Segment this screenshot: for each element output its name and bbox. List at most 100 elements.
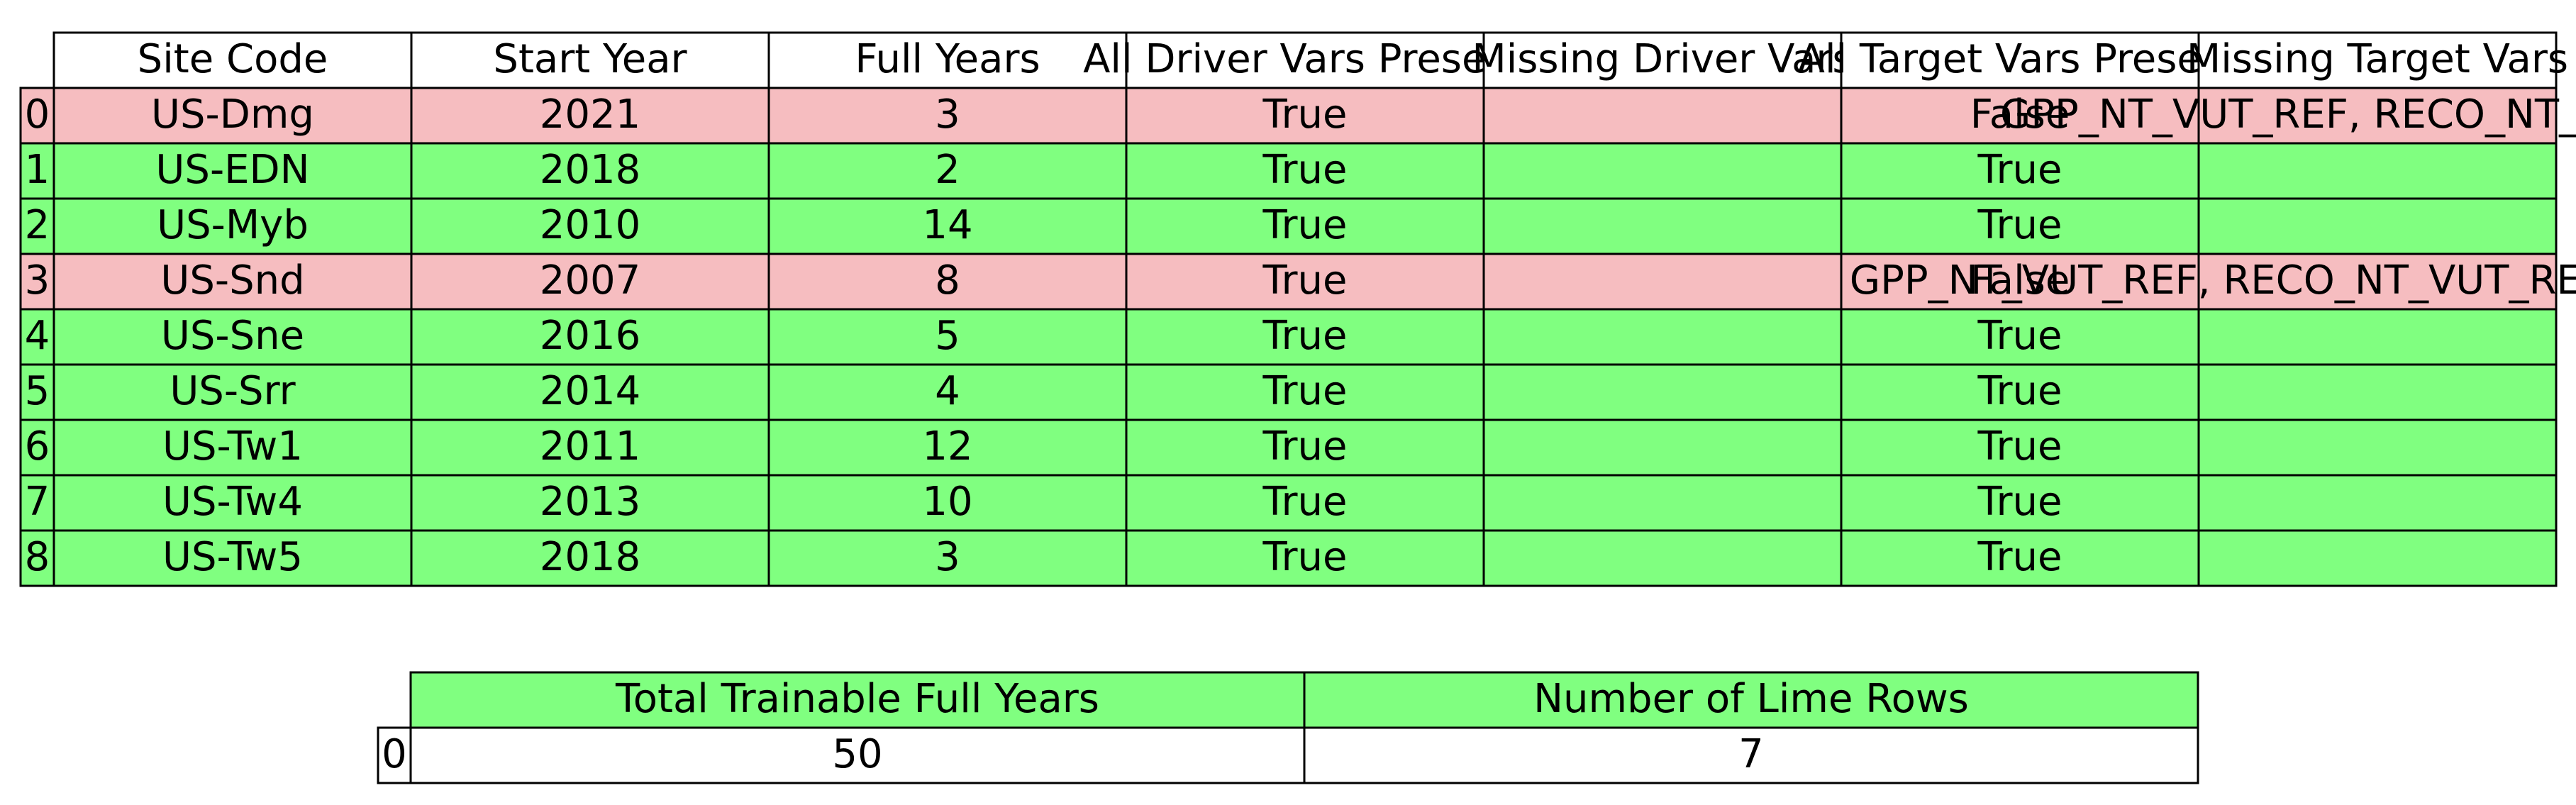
table-1-cell [1840, 142, 2200, 200]
table-1-cell [52, 474, 413, 532]
table-1-cell-value: US-Snd [160, 257, 304, 304]
table-1-cell-value: 2016 [540, 313, 641, 359]
table-1-cell-value: True [1977, 534, 2063, 580]
table-1-cell [52, 142, 413, 200]
table-1-cell [1482, 418, 1843, 477]
table-1-cell [52, 529, 413, 587]
table-1-cell [1125, 474, 1485, 532]
table-1-column-header: All Driver Vars Present [1083, 36, 1527, 82]
table-1-cell-value: US-EDN [155, 147, 309, 193]
table-1-cell-value: 12 [922, 423, 972, 470]
table-1-cell [410, 474, 770, 532]
table-1-cell-value: 2 [935, 147, 960, 193]
table-1-cell [1482, 142, 1843, 200]
table-1-cell [1125, 529, 1485, 587]
table-1-cell [767, 529, 1128, 587]
table-1-cell [410, 418, 770, 477]
table-1-cell-value: False [1970, 257, 2070, 304]
table-2-row-index: 0 [382, 731, 407, 777]
table-1-cell-value: 2010 [540, 202, 641, 248]
table-1-cell-value: 8 [935, 257, 960, 304]
table-1-cell [410, 197, 770, 255]
table-1-header-cell [410, 31, 770, 89]
table-1-row-index-cell [19, 87, 55, 145]
table-1-cell-value: True [1977, 202, 2063, 248]
table-1-cell-value: US-Sne [161, 313, 304, 359]
table-1-cell-value: US-Tw1 [162, 423, 303, 470]
table-2-column-header: Number of Lime Rows [1533, 676, 1969, 722]
table-1-cell-value: 14 [922, 202, 972, 248]
table-1-column-header: All Target Vars Present [1798, 36, 2243, 82]
table-2-cell [1303, 726, 2199, 784]
table-1-cell [2197, 363, 2558, 421]
table-1-row-index: 5 [25, 368, 50, 414]
table-1-cell-value: True [1262, 313, 1348, 359]
table-1-cell-value: True [1262, 257, 1348, 304]
table-1-cell [410, 529, 770, 587]
table-1-row-index: 2 [25, 202, 50, 248]
table-1-cell-value: 2014 [540, 368, 641, 414]
table-1-cell-value: US-Tw4 [162, 479, 303, 525]
table-2-cell-value: 50 [832, 731, 882, 777]
table-1-cell-value: US-Dmg [151, 91, 314, 138]
table-1-cell-value: 5 [935, 313, 960, 359]
table-1-row-index: 3 [25, 257, 50, 304]
table-1-column-header: Site Code [138, 36, 328, 82]
table-1-cell [1125, 418, 1485, 477]
table-1-cell [2197, 529, 2558, 587]
table-1-cell-value: 4 [935, 368, 960, 414]
table-1-cell [1482, 197, 1843, 255]
table-1-cell [1125, 142, 1485, 200]
table-1-cell-value: True [1262, 534, 1348, 580]
table-1-cell-value: True [1977, 423, 2063, 470]
table-1-cell [1840, 308, 2200, 366]
table-1-cell [1482, 308, 1843, 366]
table-1-cell [767, 308, 1128, 366]
table-1-cell-value: True [1262, 423, 1348, 470]
table-1-cell-value: GPP_NT_VUT_REF, RECO_NT_VUT_REF [2000, 91, 2576, 138]
table-2-column-header: Total Trainable Full Years [615, 676, 1099, 722]
table-1-cell-value: 2011 [540, 423, 641, 470]
table-1-cell-value: US-Myb [157, 202, 309, 248]
table-1-row-index: 6 [25, 423, 50, 470]
table-1-cell-value: 2013 [540, 479, 641, 525]
table-1-row-index-cell [19, 252, 55, 311]
table-1-cell [2197, 142, 2558, 200]
table-1-cell-value: 2021 [540, 91, 641, 138]
table-1-cell [767, 418, 1128, 477]
table-1-cell-value: 2018 [540, 147, 641, 193]
table-1-cell [1482, 363, 1843, 421]
table-1-row-index: 7 [25, 479, 50, 525]
table-1-cell [1482, 529, 1843, 587]
table-1-cell [1482, 87, 1843, 145]
table-1-cell [2197, 308, 2558, 366]
table-1-column-header: Start Year [493, 36, 687, 82]
table-2-cell [409, 726, 1306, 784]
table-1-cell-value: 3 [935, 534, 960, 580]
table-1-cell-value: GPP_NT_VUT_REF, RECO_NT_VUT_REF, NEE_VUT… [1850, 257, 2576, 304]
table-1-row-index: 0 [25, 91, 50, 138]
table-1-cell [52, 252, 413, 311]
table-1-cell [410, 142, 770, 200]
table-1-cell [1125, 87, 1485, 145]
table-1-cell-value: True [1262, 479, 1348, 525]
table-1-cell-value: 10 [922, 479, 972, 525]
table-1-cell-value: False [1970, 91, 2070, 138]
table-1-cell-value: US-Tw5 [162, 534, 303, 580]
table-1-cell [410, 87, 770, 145]
table-1-cell-value: True [1977, 368, 2063, 414]
table-1-row-index: 8 [25, 534, 50, 580]
table-1-cell-value: 3 [935, 91, 960, 138]
table-1-cell-value: True [1262, 202, 1348, 248]
table-1-cell-value: True [1262, 147, 1348, 193]
table-1-cell [2197, 418, 2558, 477]
table-1-cell-value: 2007 [540, 257, 641, 304]
table-1-cell [1125, 252, 1485, 311]
table-1-cell [1482, 252, 1843, 311]
table-1-header-cell [52, 31, 413, 89]
table-1-cell-value: US-Srr [170, 368, 296, 414]
table-1-cell [1482, 474, 1843, 532]
table-1-cell [410, 363, 770, 421]
